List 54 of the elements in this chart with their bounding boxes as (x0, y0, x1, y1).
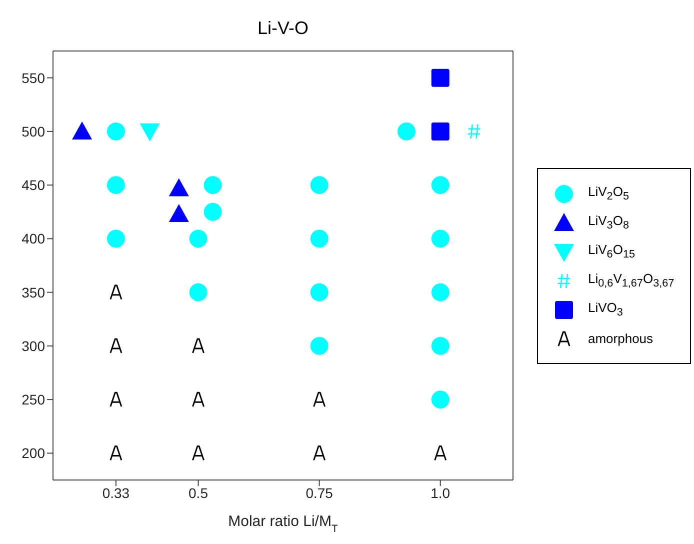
point (313, 445, 326, 461)
point (431, 68, 450, 87)
point (110, 392, 122, 408)
point (431, 176, 450, 194)
point (192, 445, 205, 461)
point (431, 336, 450, 355)
point (467, 124, 481, 140)
point (110, 445, 122, 461)
legend-label: LiVO$_{3}$ (588, 300, 623, 319)
point (431, 390, 450, 409)
point (192, 338, 205, 354)
y-tick-label: 400 (22, 230, 46, 247)
point (204, 176, 222, 194)
point (106, 230, 125, 248)
point (106, 176, 125, 194)
legend-label: LiV$_{2}$O$_{5}$ (588, 184, 629, 203)
point (431, 283, 450, 302)
point (189, 283, 208, 302)
y-tick-label: 450 (22, 177, 46, 194)
x-tick-label: 0.5 (188, 484, 208, 501)
point (431, 230, 450, 248)
y-tick-label: 300 (22, 338, 46, 354)
legend-label: LiV$_{6}$O$_{15}$ (588, 242, 635, 261)
point (310, 283, 328, 302)
point (168, 204, 189, 222)
x-tick-label: 0.33 (102, 484, 130, 501)
y-tick-label: 550 (22, 70, 46, 86)
y-tick-label: 250 (22, 392, 46, 408)
point (310, 230, 328, 248)
x-tick-label: 1.0 (430, 484, 450, 501)
x-axis-title: Molar ratio Li/M$_{T}$ (228, 513, 338, 535)
point (168, 178, 189, 196)
legend-label: Li$_{0,6}$V$_{1,67}$O$_{3,67}$ (588, 271, 674, 290)
point (140, 123, 160, 142)
y-tick-label: 350 (22, 284, 46, 300)
point (110, 338, 122, 354)
point (310, 176, 328, 194)
point (431, 122, 450, 140)
point (189, 230, 208, 248)
point (310, 336, 328, 355)
point (192, 392, 205, 408)
point (110, 284, 122, 300)
chart-title: Li-V-O (256, 18, 310, 39)
point (204, 202, 222, 221)
y-tick-label: 500 (22, 123, 46, 140)
point (397, 122, 416, 140)
y-tick-label: 200 (22, 445, 46, 462)
point (313, 392, 326, 408)
point (434, 445, 447, 461)
legend-label: amorphous (588, 331, 654, 346)
point (106, 122, 125, 140)
legend-label: LiV$_{3}$O$_{8}$ (588, 213, 629, 232)
x-tick-label: 0.75 (306, 484, 334, 501)
point (72, 121, 92, 140)
